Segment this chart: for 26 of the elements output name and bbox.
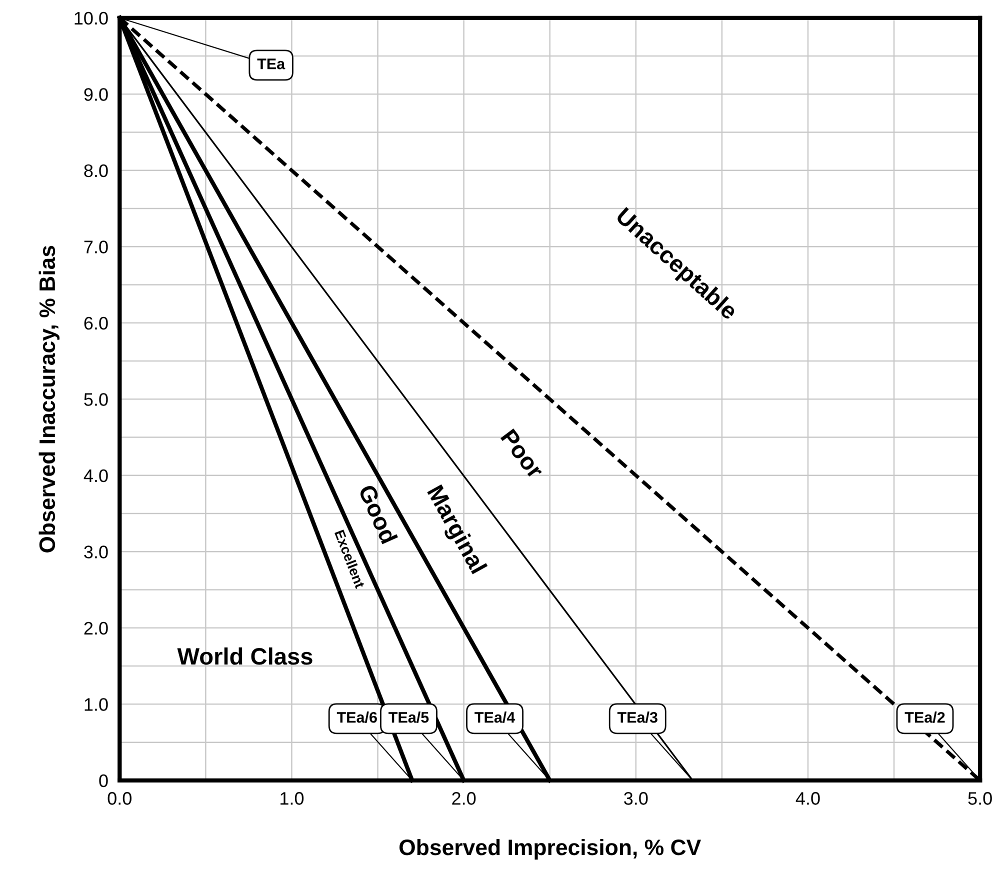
y-tick-label: 1.0 — [84, 698, 108, 711]
annotation: TEa/5 — [388, 712, 429, 723]
y-tick-label: 5.0 — [84, 393, 108, 406]
y-tick-label: 2.0 — [84, 622, 108, 635]
x-tick-label: 3.0 — [624, 792, 648, 805]
x-tick-label: 4.0 — [796, 792, 820, 805]
x-tick-label: 0.0 — [108, 792, 132, 805]
y-tick-label: 9.0 — [84, 88, 108, 101]
annotation: TEa/4 — [474, 712, 516, 723]
annotation: World Class — [177, 647, 312, 665]
y-tick-label: 8.0 — [84, 164, 108, 178]
x-axis-title: Observed Imprecision, % CV — [399, 838, 701, 860]
y-tick-label: 3.0 — [84, 546, 108, 558]
y-tick-label: 4.0 — [84, 469, 108, 482]
annotation: TEa/2 — [904, 712, 945, 723]
y-tick-label: 0 — [99, 774, 108, 788]
y-tick-label: 6.0 — [84, 316, 108, 330]
annotation: TEa/6 — [336, 712, 377, 723]
y-tick-label: 10.0 — [74, 12, 108, 25]
x-tick-label: 5.0 — [968, 792, 992, 805]
annotation: TEa — [257, 58, 286, 70]
y-axis-title: Observed Inaccuracy, % Bias — [38, 246, 60, 552]
x-tick-label: 2.0 — [452, 792, 476, 805]
y-tick-label: 7.0 — [84, 240, 108, 254]
x-tick-label: 1.0 — [280, 792, 304, 805]
annotation: TEa/3 — [617, 712, 658, 723]
